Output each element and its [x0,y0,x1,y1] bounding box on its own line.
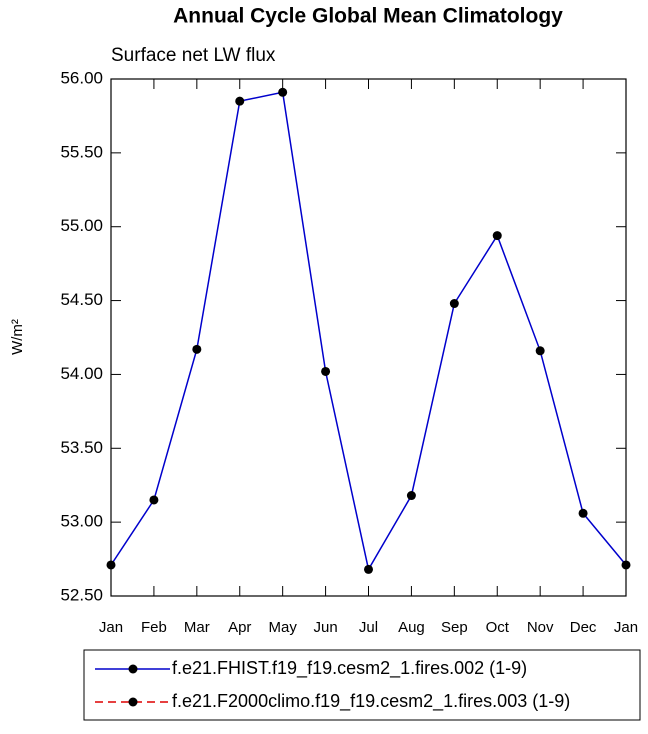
legend-label: f.e21.F2000climo.f19_f19.cesm2_1.fires.0… [172,691,570,712]
legend-marker [128,697,138,707]
y-tick-label: 54.00 [60,364,103,383]
data-point [321,366,331,376]
x-tick-label: Mar [184,619,210,636]
x-tick-label: Dec [570,619,597,636]
x-tick-label: Apr [228,619,251,636]
x-tick-label: Aug [398,619,425,636]
y-axis-label: W/m² [9,319,26,355]
data-point [364,564,373,574]
y-tick-label: 55.00 [60,216,103,235]
data-point [235,96,245,106]
legend-marker [128,664,138,674]
data-point [106,560,116,570]
data-point [535,346,545,356]
data-point [192,344,202,354]
plot-frame [110,78,627,597]
x-tick-label: Jan [99,619,123,636]
chart-title: Annual Cycle Global Mean Climatology [173,5,563,28]
y-tick-label: 52.50 [60,585,103,604]
chart-subtitle: Surface net LW flux [111,45,276,66]
y-tick-label: 56.00 [60,68,103,87]
data-point [578,508,588,518]
data-point [449,299,459,309]
legend-label: f.e21.FHIST.f19_f19.cesm2_1.fires.002 (1… [172,658,527,679]
x-tick-label: Feb [141,619,167,636]
x-tick-label: Jul [359,619,378,636]
data-point [149,495,159,505]
x-tick-label: Nov [527,619,554,636]
data-point [492,231,502,241]
x-tick-label: Oct [486,619,510,636]
y-tick-label: 53.50 [60,438,103,457]
y-tick-label: 55.50 [60,142,103,161]
x-tick-label: Sep [441,619,468,636]
data-point [406,491,416,501]
x-tick-label: May [268,619,297,636]
y-tick-label: 53.00 [60,512,103,531]
x-tick-label: Jan [614,619,638,636]
y-tick-label: 54.50 [60,290,103,309]
legend-box [83,649,641,721]
series-line [110,91,627,572]
x-tick-label: Jun [313,619,337,636]
data-point [621,560,631,570]
data-point [278,87,288,97]
